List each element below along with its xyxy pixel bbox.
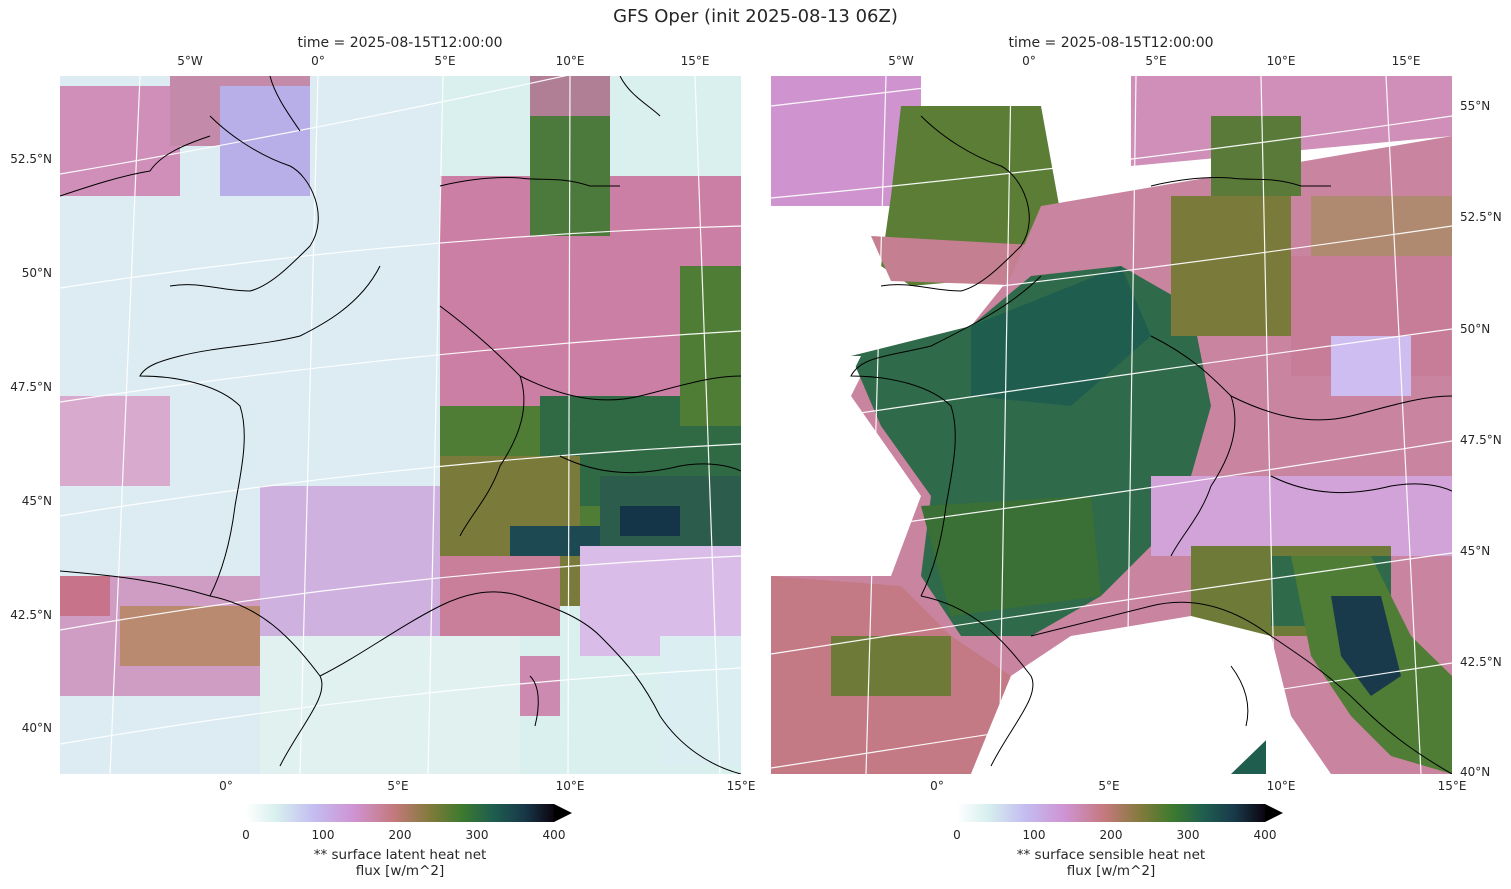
left-colorbar-tick: 400 bbox=[542, 828, 566, 842]
left-map-latent-heat-flux bbox=[60, 76, 741, 774]
right-map-sensible-heat-flux bbox=[771, 76, 1452, 774]
colorbar-extend-arrow bbox=[554, 804, 572, 822]
left-panel-title: time = 2025-08-15T12:00:00 bbox=[297, 35, 503, 51]
left-lat-tick: 47.5°N bbox=[10, 380, 52, 394]
right-top-lon-tick: 0° bbox=[1022, 54, 1036, 68]
right-lat-tick: 45°N bbox=[1460, 544, 1491, 558]
right-bottom-lon-tick: 10°E bbox=[1266, 779, 1296, 793]
left-bottom-lon-tick: 5°E bbox=[387, 779, 409, 793]
right-colorbar bbox=[957, 804, 1283, 822]
left-lat-tick: 40°N bbox=[21, 721, 52, 735]
right-top-lon-tick: 5°E bbox=[1145, 54, 1167, 68]
left-top-lon-tick: 5°E bbox=[434, 54, 456, 68]
right-colorbar-tick: 400 bbox=[1253, 828, 1277, 842]
left-lat-tick: 50°N bbox=[21, 266, 52, 280]
left-top-lon-tick: 15°E bbox=[680, 54, 710, 68]
right-top-lon-tick: 5°W bbox=[888, 54, 914, 68]
left-colorbar-tick: 300 bbox=[465, 828, 489, 842]
left-colorbar bbox=[246, 804, 572, 822]
left-colorbar-tick: 100 bbox=[311, 828, 335, 842]
right-lat-tick: 42.5°N bbox=[1460, 655, 1502, 669]
right-lat-tick: 55°N bbox=[1460, 99, 1491, 113]
left-top-lon-tick: 5°W bbox=[177, 54, 203, 68]
right-colorbar-tick: 200 bbox=[1099, 828, 1123, 842]
left-lat-tick: 42.5°N bbox=[10, 608, 52, 622]
left-bottom-lon-tick: 0° bbox=[219, 779, 233, 793]
right-panel-title: time = 2025-08-15T12:00:00 bbox=[1008, 35, 1214, 51]
left-lat-tick: 45°N bbox=[21, 494, 52, 508]
left-colorbar-label: ** surface latent heat net flux [w/m^2] bbox=[250, 847, 550, 879]
right-bottom-lon-tick: 0° bbox=[930, 779, 944, 793]
left-bottom-lon-tick: 10°E bbox=[555, 779, 585, 793]
colorbar-label-line: flux [w/m^2] bbox=[355, 863, 445, 879]
figure-title: GFS Oper (init 2025-08-13 06Z) bbox=[613, 6, 898, 27]
right-top-lon-tick: 10°E bbox=[1266, 54, 1296, 68]
right-colorbar-label: ** surface sensible heat net flux [w/m^2… bbox=[961, 847, 1261, 879]
colorbar-label-line: flux [w/m^2] bbox=[1066, 863, 1156, 879]
right-colorbar-tick: 0 bbox=[953, 828, 961, 842]
left-top-lon-tick: 10°E bbox=[555, 54, 585, 68]
right-lat-tick: 50°N bbox=[1460, 322, 1491, 336]
right-bottom-lon-tick: 15°E bbox=[1437, 779, 1467, 793]
colorbar-extend-arrow bbox=[1265, 804, 1283, 822]
right-bottom-lon-tick: 5°E bbox=[1098, 779, 1120, 793]
left-colorbar-tick: 0 bbox=[242, 828, 250, 842]
right-top-lon-tick: 15°E bbox=[1391, 54, 1421, 68]
right-colorbar-tick: 100 bbox=[1022, 828, 1046, 842]
right-lat-tick: 52.5°N bbox=[1460, 210, 1502, 224]
right-colorbar-tick: 300 bbox=[1176, 828, 1200, 842]
colorbar-label-line: ** surface sensible heat net bbox=[1016, 847, 1206, 863]
colorbar-label-line: ** surface latent heat net bbox=[313, 847, 487, 863]
right-lat-tick: 47.5°N bbox=[1460, 433, 1502, 447]
left-lat-tick: 52.5°N bbox=[10, 152, 52, 166]
left-colorbar-tick: 200 bbox=[388, 828, 412, 842]
colorbar-gradient bbox=[957, 804, 1265, 822]
left-top-lon-tick: 0° bbox=[311, 54, 325, 68]
colorbar-gradient bbox=[246, 804, 554, 822]
left-bottom-lon-tick: 15°E bbox=[726, 779, 756, 793]
right-lat-tick: 40°N bbox=[1460, 765, 1491, 779]
